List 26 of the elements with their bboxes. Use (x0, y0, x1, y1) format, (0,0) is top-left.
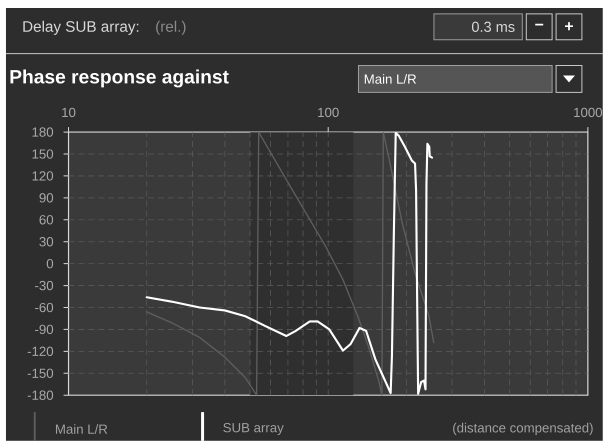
x-tick-label: 1000 (574, 108, 602, 118)
chart-subtitle: Main L/R (364, 74, 416, 84)
x-tick-label: 100 (318, 108, 339, 118)
text: 0.3 ms (472, 22, 515, 32)
x-tick-label: 10 (62, 108, 76, 118)
text: Delay SUB array: (23, 20, 138, 35)
y-tick-label: -60 (35, 302, 54, 312)
y-tick-label: 120 (32, 171, 54, 181)
legend-label: SUB array (223, 423, 284, 436)
y-tick-label: -90 (35, 324, 54, 334)
legend-label: Main L/R (56, 424, 108, 434)
y-tick-label: 30 (39, 237, 54, 246)
y-tick-label: 60 (40, 215, 54, 225)
text: (distance compensated) (453, 422, 593, 436)
y-tick-label: -30 (35, 280, 54, 290)
y-tick-label: -180 (28, 390, 54, 400)
y-tick-label: 0 (46, 259, 54, 268)
y-tick-label: 180 (32, 127, 54, 137)
chart-title: Phase response against (10, 70, 229, 88)
y-tick-label: 90 (40, 193, 54, 203)
text: + (565, 22, 573, 30)
y-tick-label: -120 (28, 346, 54, 356)
text: − (535, 24, 544, 26)
y-tick-label: 150 (32, 149, 54, 159)
text: (rel.) (156, 20, 186, 35)
y-tick-label: -150 (28, 368, 54, 378)
